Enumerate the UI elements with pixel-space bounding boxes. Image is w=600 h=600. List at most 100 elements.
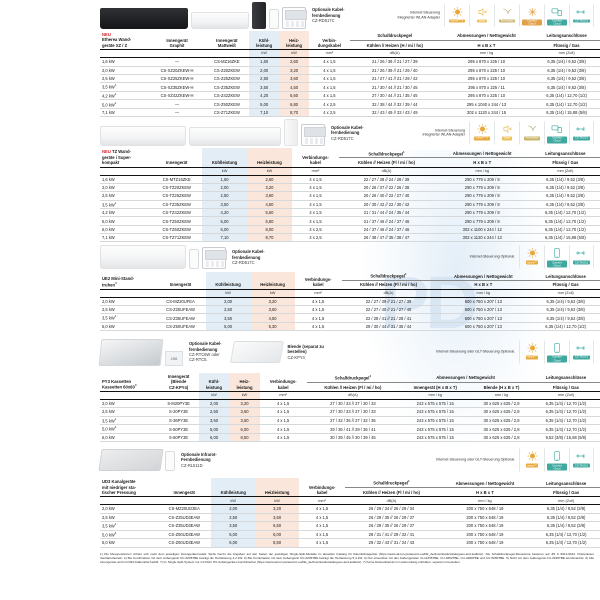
- header-row-main: PY3 Kassetten­ Kassetten 60x604 Innenger…: [100, 373, 600, 393]
- cell-pipes: 6,35 (1/4) / 9,52 (3/8): [530, 191, 600, 201]
- cell-pipes: 6,35 (1/4) / 9,52 (3/8): [531, 313, 600, 323]
- cell-cable: 4 x 1,5: [291, 216, 340, 226]
- col-dims-group: Abmessungen / Nettogewicht: [433, 148, 531, 159]
- col-cable: Verbindungs- kabel: [298, 478, 346, 498]
- accessory2-title: Blende (separat zu bestellen): [287, 344, 324, 355]
- feature-comfort-cloud: Comfort Cloud: [544, 340, 569, 364]
- table-row: 2,5 kW CS-Z25UFEAW 2,50 3,60 4 x 1,5 22 / 27 …: [100, 305, 600, 315]
- cassette-unit-image: [98, 338, 164, 366]
- cell-cooling: 5,00: [211, 530, 256, 540]
- mobile-app-icon: [553, 247, 561, 260]
- section-tz: Optionale Kabel- fernbedienung CZ-RD517C…: [0, 117, 600, 243]
- unit-heating: kW: [279, 49, 310, 59]
- col-pipes-group: Leitungsanschlüsse: [532, 478, 600, 489]
- table-row: 1,6 kW — CS-MZ16ZKE 1,60 2,60 4 x 1,5 21 / 26 …: [100, 57, 600, 67]
- feature-icons: nanoe™ Comfort Cloud CZ-TACG1: [519, 245, 594, 269]
- cell-white: CS-Z35ZKEW: [204, 82, 250, 92]
- product-images-ue2: [100, 245, 227, 270]
- cell-sound: 26 / 29 / 35 // 26 / 29 / 37: [345, 513, 438, 523]
- footnote-marker: 4: [114, 425, 117, 430]
- header-row-units: kW kW mm² dB(A) mm / kg mm (Zoll): [100, 496, 600, 506]
- feature-aerowings: Aerowings: [519, 121, 544, 145]
- cell-graphite: —: [149, 57, 205, 67]
- category-label: UD3 Kanalgeräte mit niedriger sta- tisch…: [102, 479, 136, 495]
- unit-cable: mm²: [291, 167, 340, 176]
- product-strip-ue2: Optionale Kabel- fernbedienung CZ-RD517C…: [0, 242, 600, 272]
- col-cooling: Kühlleistung: [211, 478, 256, 498]
- category-header-ud3: UD3 Kanalgeräte mit niedriger sta- tisch…: [100, 478, 158, 498]
- col-sound-group: Schalldruckpegel1: [345, 478, 438, 489]
- cell-sound: 29 / 30 / 44 // 31 / 35 / 44: [341, 322, 436, 332]
- cell-cable: 4 x 2,5: [291, 233, 340, 243]
- table-row: 5,0 kW1— CS-Z50ZKEW 5,00 6,80 4 x 2,5 32 / 38…: [100, 99, 600, 110]
- cell-heating: 8,70: [279, 108, 310, 118]
- unit-blank: [100, 391, 159, 400]
- cell-cable: 4 x 1,5: [309, 66, 350, 75]
- feature-comfort-cloud: Comfort Cloud: [544, 245, 569, 269]
- header-row-main: UE2 Mini-Stand- truhen4 Innengerät Kühll…: [100, 272, 600, 290]
- col-indoor-graphite: Innengerät Graphit: [149, 31, 205, 51]
- table-row: 7,1 kW — CS-Z71ZKEW 7,10 8,70 4 x 2,5 32 / 43 …: [100, 108, 600, 118]
- cell-indoor: CS-Z25UFEAW: [155, 305, 206, 315]
- col-indoor: Innengerät: [151, 148, 202, 168]
- product-strip-tz: Optionale Kabel- fernbedienung CZ-RD517C…: [0, 117, 600, 148]
- cell-dims: 295 x 870 x 225 / 10: [439, 74, 534, 84]
- col-dims-sub: H x B x T: [439, 40, 534, 51]
- feature-caption: Internet-Steuerung Integrierter WLAN-Ada…: [397, 10, 440, 20]
- unit-cooling: kW: [211, 496, 256, 506]
- product-images-ud3: [98, 449, 175, 472]
- cell-cooling: 5,00: [205, 322, 251, 332]
- cell-sound: 32 / 38 / 44 // 32 / 39 / 44: [349, 99, 440, 110]
- col-sound-group: Schalldruckpegel: [349, 31, 440, 41]
- cell-capacity: 3,5 kW1: [100, 200, 152, 210]
- wall-unit-white-image-2: [189, 127, 281, 147]
- accessory2-code: CZ-KPY4: [287, 354, 305, 360]
- table-head: UD3 Kanalgeräte mit niedriger sta- tisch…: [100, 478, 600, 506]
- cell-dims-panel: 30 x 625 x 625 / 2,8: [471, 407, 532, 417]
- cell-sound: 29 / 36 / 41 // 29 / 36 / 41: [306, 424, 400, 434]
- unit-cooling: kW: [205, 289, 251, 298]
- cell-cooling: 2,00: [205, 297, 251, 306]
- table-row: 3,5 kW1 S-36PY3E 3,50 3,60 4 x 1,5 27 / 32 / …: [100, 416, 600, 426]
- cell-heating: 8,70: [247, 233, 292, 243]
- cell-pipes: 6,35 (1/4) / 9,52 (3/8): [530, 183, 600, 193]
- infrared-remote-image: [269, 9, 279, 29]
- cell-graphite: —: [149, 99, 205, 110]
- cell-cooling: 3,50: [249, 82, 280, 92]
- cell-dims: 243 x 575 x 575 / 15: [399, 424, 472, 434]
- feature-label: Quiet: [477, 19, 487, 23]
- cell-capacity: 1,6 kW: [100, 175, 152, 184]
- col-cooling: Kühl- leistung: [249, 31, 280, 51]
- cell-indoor: S-60PY3E: [158, 433, 199, 443]
- cell-cable: 4 x 1,5: [298, 538, 346, 548]
- cell-cooling: 6,00: [201, 225, 248, 235]
- table-head: NEU TZ Wand- geräte i Super- kompakt Inn…: [100, 148, 600, 176]
- cell-capacity: 3,5 kW1: [100, 313, 156, 323]
- feature-label: Comfort Cloud: [547, 463, 567, 471]
- comfort-cloud-icon: [551, 122, 563, 135]
- cell-cable: 4 x 1,5: [294, 297, 342, 306]
- cell-capacity: 7,1 kW: [100, 108, 150, 118]
- col-pipes-group: Leitungsanschlüsse: [533, 31, 600, 41]
- unit-pipes: mm (Zoll): [530, 167, 600, 176]
- cell-indoor: CS-TZ35ZKEW: [151, 200, 202, 210]
- cell-pipes: 6,35 (1/4) / 12,70 (1/2): [531, 416, 600, 426]
- cell-pipes: 6,35 (1/4) / 9,52 (3/8): [531, 297, 600, 306]
- cell-indoor: S-50PY3E: [158, 424, 199, 434]
- cell-pipes: 6,35 (1/4) / 12,70 (1/2): [533, 91, 600, 101]
- cell-capacity: 5,0 kW: [100, 322, 156, 332]
- feature-quiet: Quiet: [494, 121, 519, 145]
- cell-capacity: 7,1 kW: [100, 233, 152, 243]
- unit-heating: kW: [250, 289, 295, 298]
- cell-graphite: —: [149, 108, 205, 118]
- cell-heating: 3,60: [279, 74, 310, 84]
- unit-cable: mm²: [294, 289, 342, 298]
- unit-sound: dB(A): [306, 391, 400, 400]
- feature-row-py3: Internet-Steuerung oder GLT-Steuerung Op…: [436, 340, 594, 364]
- feature-caption: Internet-Steuerung Integrierter WLAN-Ada…: [422, 128, 465, 137]
- new-badge: NEU: [102, 149, 111, 155]
- cell-cable: 4 x 1,5: [259, 399, 307, 409]
- cell-heating: 3,20: [229, 399, 260, 409]
- feature-label: nanoe™ X: [474, 136, 490, 141]
